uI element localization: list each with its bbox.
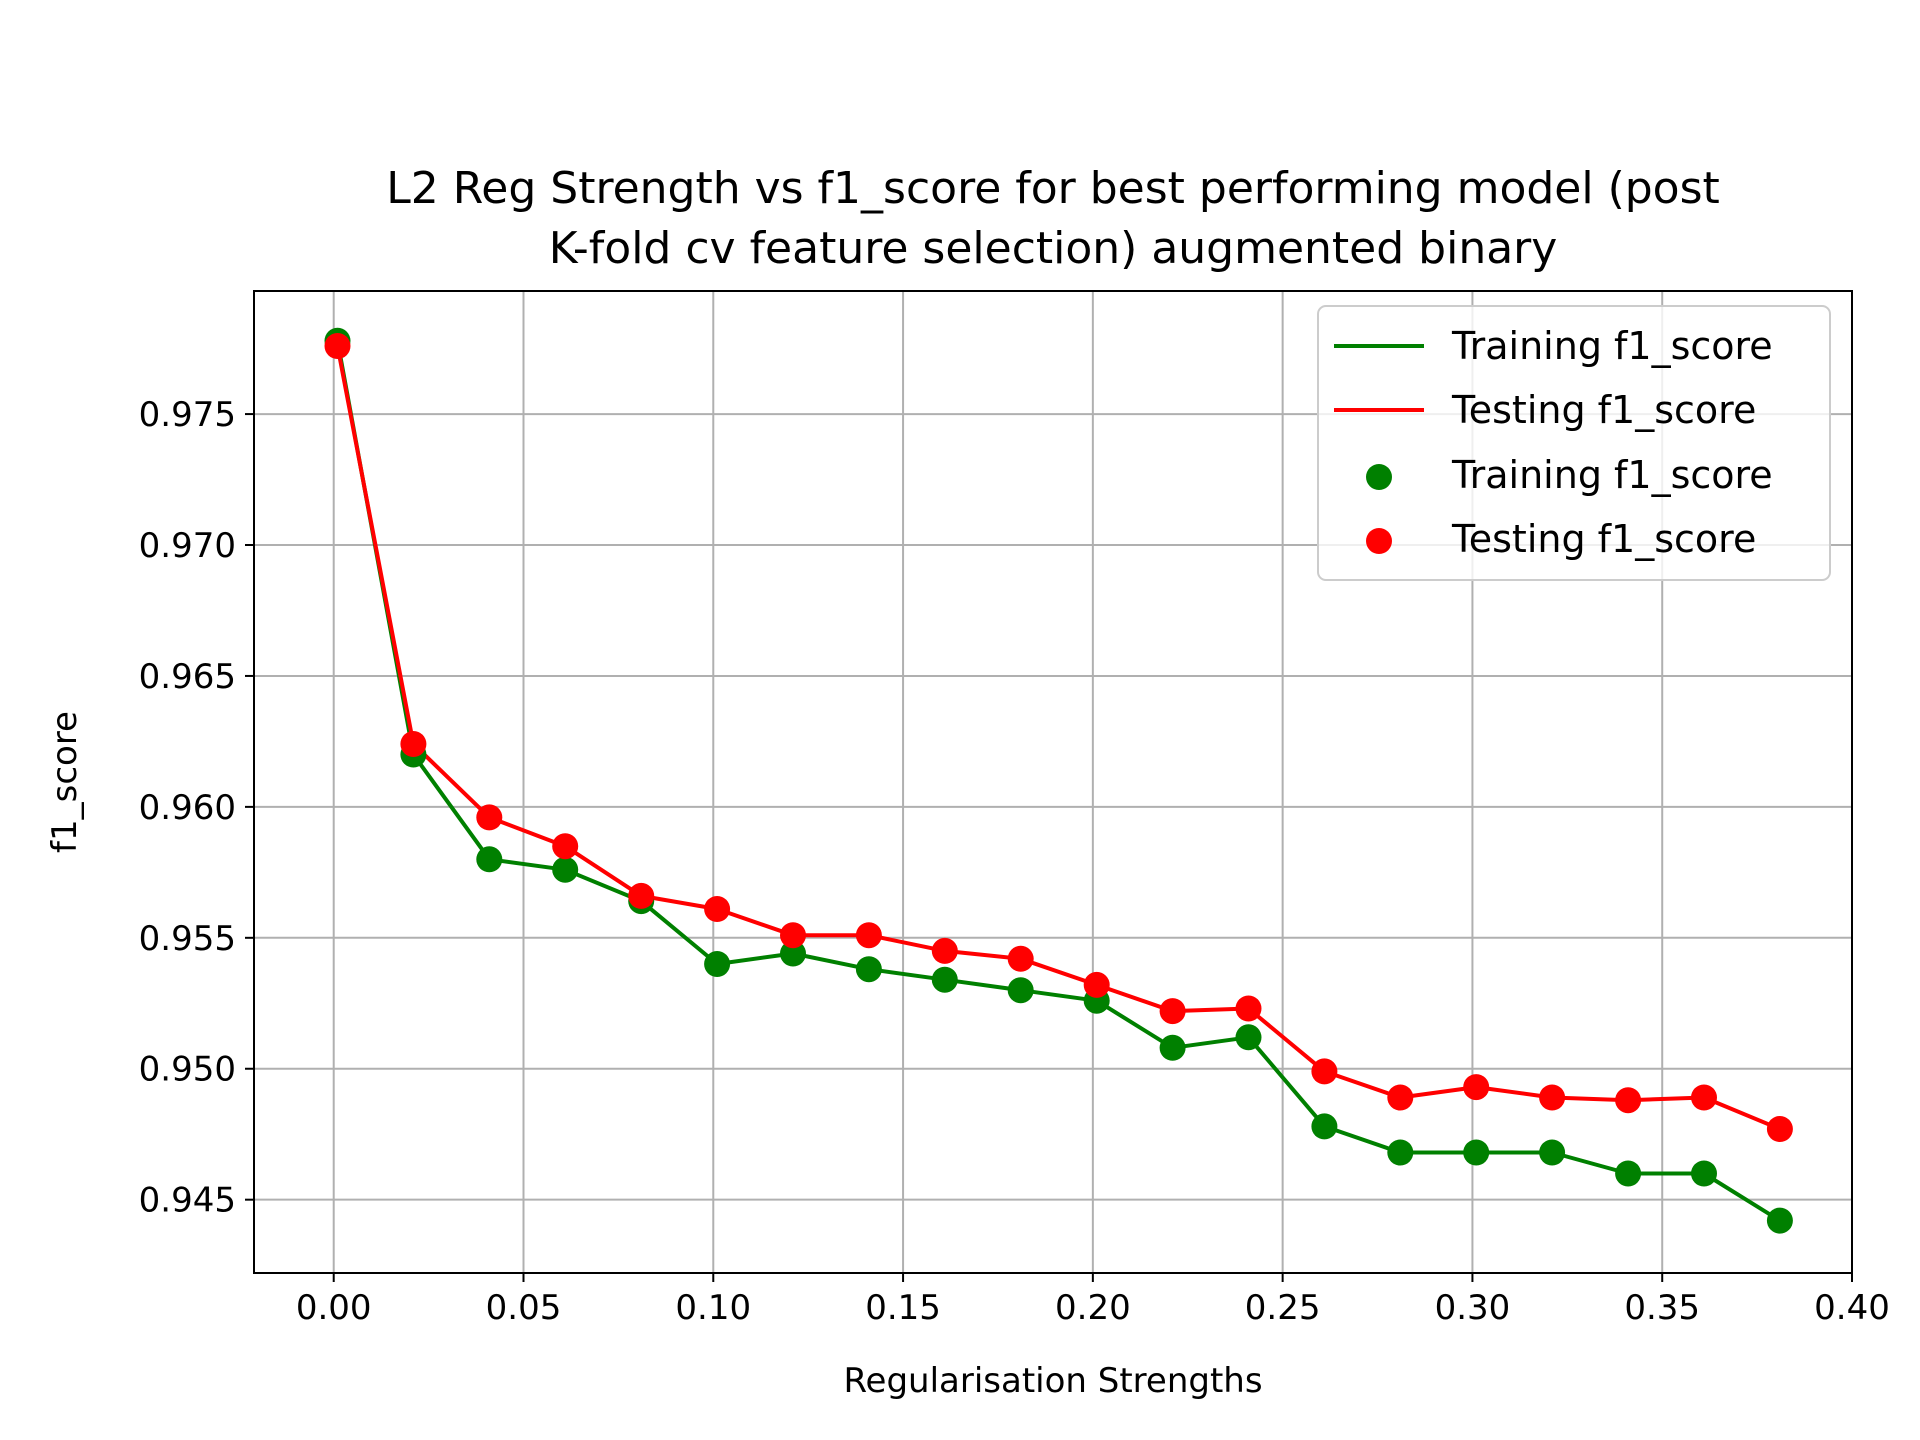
- x-tick-label: 0.00: [296, 1288, 372, 1328]
- testing-f1-point: [855, 922, 882, 949]
- grid-lines: [254, 291, 1853, 1273]
- testing-f1-point: [704, 896, 731, 922]
- testing-f1-point: [1311, 1058, 1338, 1085]
- training-f1-point: [704, 951, 731, 977]
- y-tick-label: 0.965: [139, 657, 236, 697]
- training-f1-point: [931, 966, 958, 993]
- x-tick-label: 0.10: [675, 1288, 751, 1328]
- testing-f1-point: [1691, 1084, 1717, 1111]
- training-f1-point: [1539, 1139, 1566, 1166]
- testing-f1-point: [1235, 995, 1262, 1022]
- y-axis-label: f1_score: [45, 711, 85, 853]
- training-f1-point: [1691, 1160, 1717, 1187]
- testing-f1-point: [552, 833, 579, 860]
- x-tick-label: 0.20: [1055, 1288, 1131, 1328]
- plot-area: [324, 327, 1793, 1234]
- training-f1-point: [1159, 1034, 1186, 1061]
- training-f1-point: [1766, 1207, 1793, 1234]
- x-axis-label: Regularisation Strengths: [843, 1361, 1262, 1401]
- y-tick-label: 0.960: [139, 788, 236, 828]
- y-tick-label: 0.975: [139, 395, 236, 435]
- legend-box: [1317, 305, 1831, 581]
- y-tick-label: 0.955: [139, 919, 236, 959]
- testing-f1-point: [476, 804, 503, 831]
- x-axis-ticks: 0.00 0.05 0.10 0.15 0.20 0.25 0.30 0.35 0.40: [296, 1273, 1890, 1328]
- legend: Training f1_score Testing f1_score Train…: [1317, 305, 1831, 581]
- testing-f1-point: [1387, 1084, 1414, 1111]
- testing-f1-point: [1766, 1116, 1793, 1142]
- y-tick-label: 0.970: [139, 526, 236, 566]
- training-f1-point: [1311, 1113, 1338, 1140]
- testing-f1-point: [1539, 1084, 1566, 1111]
- y-tick-label: 0.945: [139, 1181, 236, 1221]
- x-tick-label: 0.30: [1435, 1288, 1511, 1328]
- training-f1-point: [552, 856, 579, 883]
- axes-frame: [253, 290, 1853, 1274]
- training-f1-point: [855, 956, 882, 983]
- x-tick-label: 0.05: [486, 1288, 562, 1328]
- legend-label-testing-marker: Testing f1_score: [1451, 517, 1756, 561]
- y-axis-ticks: 0.945 0.950 0.955 0.960 0.965 0.970 0.975: [139, 395, 254, 1221]
- legend-label-training-marker: Training f1_score: [1451, 453, 1773, 497]
- legend-label-training-line: Training f1_score: [1451, 324, 1773, 368]
- x-tick-label: 0.25: [1245, 1288, 1321, 1328]
- legend-testing-marker-swatch: [1366, 528, 1392, 554]
- testing-f1-point: [1615, 1087, 1642, 1114]
- training-f1-point: [1387, 1139, 1414, 1166]
- x-tick-label: 0.15: [865, 1288, 941, 1328]
- training-f1-point: [1615, 1160, 1642, 1187]
- training-f1-point: [1463, 1139, 1490, 1166]
- y-tick-label: 0.950: [139, 1050, 236, 1090]
- training-f1-point: [780, 940, 806, 967]
- training-f1-point: [1007, 977, 1034, 1004]
- testing-f1-point: [400, 731, 427, 757]
- testing-f1-point: [1007, 945, 1034, 972]
- testing-f1-point: [780, 922, 806, 949]
- testing-f1-point: [324, 333, 351, 359]
- x-tick-label: 0.40: [1814, 1288, 1890, 1328]
- chart-title-line-2: K-fold cv feature selection) augmented b…: [549, 223, 1558, 274]
- testing-f1-point: [1463, 1074, 1490, 1101]
- testing-f1-point: [628, 882, 655, 909]
- testing-f1-point: [1083, 971, 1110, 998]
- legend-training-marker-swatch: [1366, 464, 1392, 490]
- training-f1-point: [1235, 1024, 1262, 1051]
- testing-f1-point: [1159, 998, 1186, 1025]
- testing-f1-point: [931, 937, 958, 964]
- training-f1-point: [476, 846, 503, 873]
- legend-label-testing-line: Testing f1_score: [1451, 388, 1756, 432]
- x-tick-label: 0.35: [1624, 1288, 1700, 1328]
- chart-title-line-1: L2 Reg Strength vs f1_score for best per…: [386, 163, 1720, 214]
